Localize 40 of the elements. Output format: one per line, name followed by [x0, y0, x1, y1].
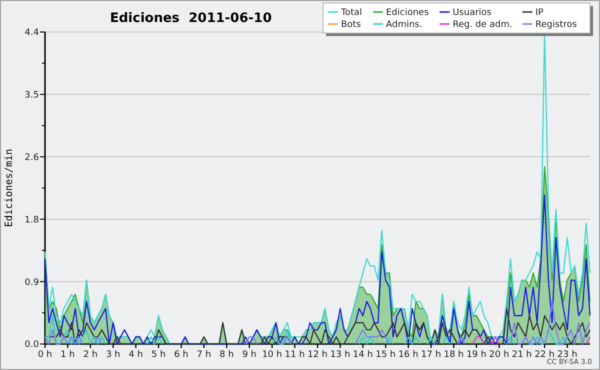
legend-label: IP [535, 8, 544, 18]
x-tick-label: 2 h [83, 350, 98, 360]
x-tick-label: 10 h [262, 350, 282, 360]
x-tick-label: 17 h [421, 350, 442, 360]
x-tick-label: 20 h [489, 350, 510, 360]
x-tick-label: 4 h [128, 350, 143, 360]
x-tick-label: 19 h [466, 350, 486, 360]
legend-label: Bots [341, 20, 362, 30]
x-tick-label: 7 h [196, 350, 212, 360]
x-tick-label: 3 h [106, 350, 120, 360]
x-tick-label: 14 h [352, 350, 373, 360]
legend-label: Usuarios [452, 8, 492, 18]
legend-label: Admins. [386, 20, 422, 30]
y-tick-label: 1.8 [24, 215, 40, 226]
x-tick-label: 11 h [284, 350, 305, 360]
x-tick-label: 23 h [557, 350, 578, 360]
x-tick-label: 5 h [151, 350, 166, 360]
legend-label: Reg. de adm. [452, 20, 512, 30]
legend-label: Ediciones [386, 8, 430, 18]
x-tick-label: 13 h [330, 350, 350, 360]
x-tick-label: 16 h [398, 350, 418, 360]
y-axis-title: Ediciones/min [4, 148, 15, 228]
y-tick-label: 0.0 [24, 340, 40, 350]
x-tick-label: 15 h [376, 350, 396, 360]
legend-label: Total [340, 8, 362, 18]
x-tick-label: 22 h [534, 350, 555, 360]
x-tick-label: 21 h [512, 350, 532, 360]
x-tick-label: 9 h [242, 350, 257, 360]
x-tick-label: 1 h [60, 350, 75, 360]
y-tick-label: 2.6 [24, 152, 40, 163]
x-tick-label: 6 h [174, 350, 188, 360]
chart-title: Ediciones 2011-06-10 [110, 11, 272, 26]
x-tick-label: 8 h [220, 350, 234, 360]
x-tick-label: 12 h [307, 350, 328, 360]
y-tick-label: 4.4 [24, 28, 40, 38]
legend-label: Registros [535, 20, 578, 30]
x-tick-label: 0 h [38, 350, 52, 360]
y-tick-label: 3.5 [24, 90, 39, 101]
y-tick-label: 0.9 [24, 278, 40, 288]
x-tick-label: 18 h [444, 350, 464, 360]
